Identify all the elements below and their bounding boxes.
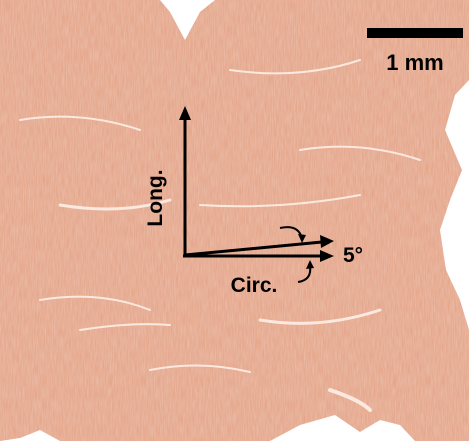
scale-label: 1 mm <box>386 50 443 75</box>
long-label: Long. <box>144 169 167 226</box>
circ-label: Circ. <box>231 274 278 297</box>
angle-label: 5° <box>343 244 363 267</box>
scale-bar <box>367 28 463 38</box>
micrograph: 1 mm Long. Circ. 5° <box>0 0 469 441</box>
